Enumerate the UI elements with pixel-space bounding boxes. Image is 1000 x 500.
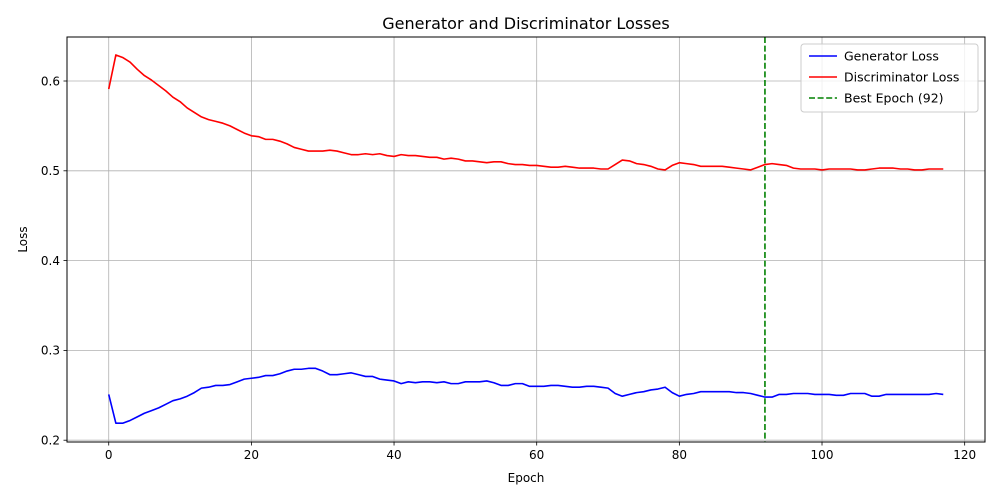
- chart-title: Generator and Discriminator Losses: [382, 14, 669, 33]
- generator-loss-line: [107, 367, 944, 424]
- y-tick-label: 0.5: [41, 164, 60, 178]
- y-tick-label: 0.6: [41, 74, 60, 88]
- discriminator-loss-line: [107, 54, 944, 171]
- x-tick-label: 100: [811, 448, 834, 462]
- y-tick-label: 0.3: [41, 344, 60, 358]
- legend-entry-label: Best Epoch (92): [844, 91, 944, 106]
- x-tick-label: 60: [529, 448, 544, 462]
- x-tick-label: 80: [672, 448, 687, 462]
- axis-ticks: 0 20 40 60 80 100 120 0.2 0.3 0.4 0.5 0.6: [41, 74, 976, 462]
- legend-entry-label: Discriminator Loss: [844, 70, 959, 85]
- x-tick-label: 20: [244, 448, 259, 462]
- y-tick-label: 0.2: [41, 434, 60, 448]
- x-tick-label: 0: [105, 448, 113, 462]
- series-layer: [107, 37, 944, 442]
- legend-box: [800, 43, 979, 113]
- legend-entry-label: Generator Loss: [844, 49, 939, 64]
- legend: Generator Loss Discriminator Loss Best Epo…: [800, 43, 979, 113]
- y-tick-label: 0.4: [41, 254, 60, 268]
- x-tick-label: 40: [386, 448, 401, 462]
- plot-area-frame: [66, 36, 986, 443]
- x-axis-label: Epoch: [508, 471, 545, 485]
- y-axis-label: Loss: [16, 226, 30, 252]
- x-tick-label: 120: [953, 448, 976, 462]
